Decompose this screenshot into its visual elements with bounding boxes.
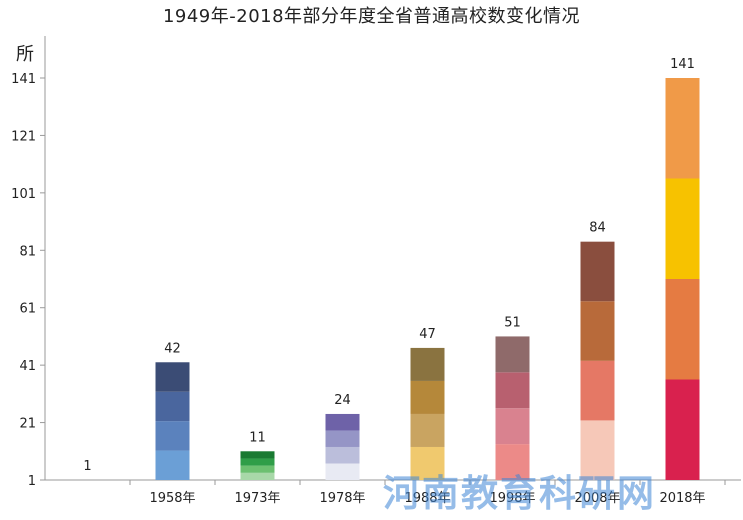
y-tick-label: 61 xyxy=(19,302,36,317)
bar-segment xyxy=(325,430,360,447)
bar-segment xyxy=(155,391,190,422)
bar-value-label: 24 xyxy=(334,393,351,408)
x-tick-label: 1973年 xyxy=(234,491,280,506)
x-tick-label: 1978年 xyxy=(319,491,365,506)
bar-segment xyxy=(240,465,275,473)
y-tick-label: 121 xyxy=(11,129,36,144)
y-axis-label: 所 xyxy=(16,44,34,65)
bar-segment xyxy=(410,413,445,447)
bar-value-label: 1 xyxy=(83,459,91,474)
bar-segment xyxy=(495,444,530,480)
bar-segment xyxy=(240,472,275,480)
bar-segment xyxy=(580,420,615,480)
bar-segment xyxy=(325,413,360,431)
bar-segment xyxy=(240,458,275,466)
y-tick-label: 21 xyxy=(19,417,36,432)
bar-segment xyxy=(325,463,360,480)
bar-segment xyxy=(495,336,530,373)
bar-value-label: 84 xyxy=(589,221,606,236)
bar-segment xyxy=(665,379,700,480)
x-tick-label: 1958年 xyxy=(149,491,195,506)
bar-segment xyxy=(325,446,360,464)
bar-value-label: 11 xyxy=(249,430,266,445)
x-tick-label: 1998年 xyxy=(489,491,535,506)
bar-segment xyxy=(410,380,445,414)
x-tick-label: 1988年 xyxy=(404,491,450,506)
bar-segment xyxy=(240,451,275,459)
bar-segment xyxy=(580,241,615,302)
watermark: 河南教育科研网 xyxy=(383,472,656,515)
x-tick-label: 2008年 xyxy=(574,491,620,506)
bar-segment xyxy=(410,347,445,381)
bar-segment xyxy=(580,301,615,361)
y-tick-label: 41 xyxy=(19,359,36,374)
bar-segment xyxy=(155,421,190,451)
y-tick-label: 81 xyxy=(19,244,36,259)
bar-value-label: 51 xyxy=(504,315,521,330)
bar-segment xyxy=(665,78,700,179)
bar-value-label: 141 xyxy=(670,57,695,72)
bar-segment xyxy=(580,360,615,421)
bar-segment xyxy=(495,372,530,409)
bar-segment xyxy=(155,362,190,392)
bar-segment xyxy=(665,279,700,380)
bar-segment xyxy=(665,178,700,279)
y-tick-label: 141 xyxy=(11,72,36,87)
y-tick-label: 101 xyxy=(11,187,36,202)
bar-value-label: 42 xyxy=(164,341,181,356)
bar-value-label: 47 xyxy=(419,327,436,342)
chart-title: 1949年-2018年部分年度全省普通高校数变化情况 xyxy=(162,6,581,27)
bar-segment xyxy=(495,408,530,445)
x-tick-label: 2018年 xyxy=(659,491,705,506)
bar-segment xyxy=(155,450,190,480)
bar-segment xyxy=(410,446,445,480)
y-tick-label: 1 xyxy=(28,474,36,489)
